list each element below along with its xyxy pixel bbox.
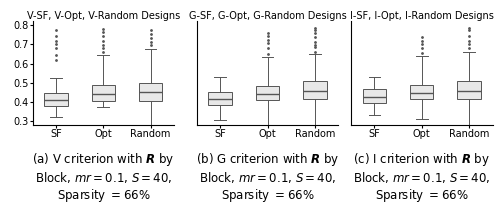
Text: (b) G criterion with $\boldsymbol{R}$ by
Block, $mr = 0.1$, $S = 40$,
Sparsity $: (b) G criterion with $\boldsymbol{R}$ by… <box>196 150 340 204</box>
Title: I-SF, I-Opt, I-Random Designs: I-SF, I-Opt, I-Random Designs <box>350 11 494 21</box>
PathPatch shape <box>303 81 326 99</box>
Title: V-SF, V-Opt, V-Random Designs: V-SF, V-Opt, V-Random Designs <box>26 11 180 21</box>
PathPatch shape <box>138 83 162 101</box>
PathPatch shape <box>44 93 68 106</box>
Text: (a) V criterion with $\boldsymbol{R}$ by
Block, $mr = 0.1$, $S = 40$,
Sparsity $: (a) V criterion with $\boldsymbol{R}$ by… <box>32 150 174 204</box>
Title: G-SF, G-Opt, G-Random Designs: G-SF, G-Opt, G-Random Designs <box>188 11 346 21</box>
PathPatch shape <box>362 89 386 103</box>
PathPatch shape <box>410 84 434 99</box>
PathPatch shape <box>208 92 232 105</box>
PathPatch shape <box>457 81 480 99</box>
PathPatch shape <box>256 86 280 100</box>
Text: (c) I criterion with $\boldsymbol{R}$ by
Block, $mr = 0.1$, $S = 40$,
Sparsity $: (c) I criterion with $\boldsymbol{R}$ by… <box>353 150 490 204</box>
PathPatch shape <box>92 84 115 101</box>
